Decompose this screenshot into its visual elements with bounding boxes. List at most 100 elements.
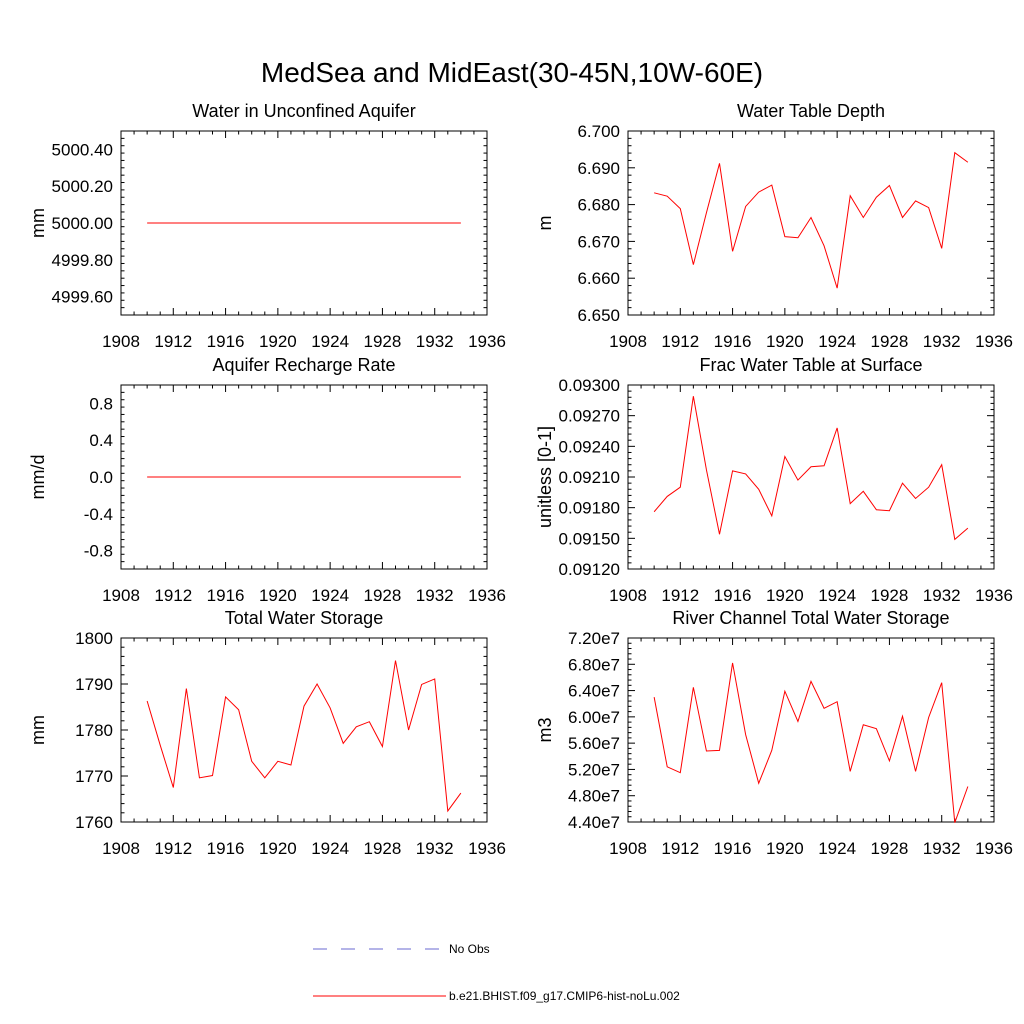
y-tick-label: 1760 xyxy=(75,813,113,832)
panel-6: River Channel Total Water Storage m3 1908 1… xyxy=(535,608,1013,858)
x-tick-label: 1928 xyxy=(871,839,909,858)
x-tick-label: 1912 xyxy=(154,586,192,605)
x-tick-label: 1936 xyxy=(468,839,506,858)
panel-title: River Channel Total Water Storage xyxy=(672,608,949,628)
y-axis-label: m xyxy=(535,216,555,231)
x-tick-label: 1912 xyxy=(154,332,192,351)
panel-1: Water in Unconfined Aquifer mm 1908 1912 191… xyxy=(28,101,506,351)
x-tick-label: 1920 xyxy=(766,332,804,351)
x-tick-label: 1932 xyxy=(416,839,454,858)
y-tick-label: 6.80e7 xyxy=(568,655,620,674)
x-tick-label: 1916 xyxy=(207,586,245,605)
x-tick-label: 1920 xyxy=(259,586,297,605)
x-tick-label: 1916 xyxy=(714,839,752,858)
x-tick-label: 1916 xyxy=(714,586,752,605)
y-tick-label: 6.690 xyxy=(577,159,620,178)
y-axis-label: mm xyxy=(28,715,48,745)
x-tick-label: 1912 xyxy=(661,839,699,858)
panel-title: Frac Water Table at Surface xyxy=(699,355,922,375)
y-tick-label: -0.8 xyxy=(84,542,113,561)
x-tick-label: 1924 xyxy=(818,332,856,351)
x-tick-label: 1924 xyxy=(311,332,349,351)
y-tick-label: 0.4 xyxy=(89,431,113,450)
x-tick-label: 1924 xyxy=(311,839,349,858)
panels-group: Water in Unconfined Aquifer mm 1908 1912 191… xyxy=(28,101,1013,858)
y-tick-label: 6.680 xyxy=(577,196,620,215)
y-tick-label: -0.4 xyxy=(84,505,113,524)
y-tick-label: 0.09270 xyxy=(559,407,620,426)
x-tick-label: 1936 xyxy=(975,586,1013,605)
y-tick-label: 1790 xyxy=(75,675,113,694)
y-tick-label: 6.700 xyxy=(577,122,620,141)
y-tick-label: 0.09240 xyxy=(559,437,620,456)
x-tick-label: 1908 xyxy=(102,332,140,351)
y-tick-label: 0.09120 xyxy=(559,560,620,579)
x-tick-label: 1916 xyxy=(207,332,245,351)
x-tick-label: 1912 xyxy=(661,332,699,351)
y-tick-label: 1770 xyxy=(75,767,113,786)
x-tick-label: 1920 xyxy=(766,586,804,605)
x-tick-label: 1928 xyxy=(364,839,402,858)
panel-4: Frac Water Table at Surface unitless [0-1… xyxy=(535,355,1013,605)
x-tick-label: 1928 xyxy=(871,332,909,351)
y-axis-label: mm xyxy=(28,208,48,238)
panel-5: Total Water Storage mm 1908 1912 1916 1920 192… xyxy=(28,608,506,858)
y-tick-label: 0.8 xyxy=(89,394,113,413)
panel-2: Water Table Depth m 1908 1912 1916 1920 1924 19… xyxy=(535,101,1013,351)
x-tick-label: 1920 xyxy=(766,839,804,858)
y-tick-label: 6.660 xyxy=(577,269,620,288)
x-tick-label: 1932 xyxy=(923,586,961,605)
legend-label-no-obs: No Obs xyxy=(449,942,490,956)
x-tick-label: 1932 xyxy=(416,332,454,351)
y-tick-label: 4999.60 xyxy=(52,288,113,307)
panel-title: Water in Unconfined Aquifer xyxy=(192,101,415,121)
x-tick-label: 1908 xyxy=(609,332,647,351)
y-tick-label: 1780 xyxy=(75,721,113,740)
x-tick-label: 1916 xyxy=(207,839,245,858)
x-tick-label: 1924 xyxy=(818,839,856,858)
panel-3: Aquifer Recharge Rate mm/d 1908 1912 1916 192… xyxy=(28,355,506,605)
series-line xyxy=(653,662,969,823)
x-tick-label: 1932 xyxy=(416,586,454,605)
y-tick-label: 6.670 xyxy=(577,232,620,251)
y-tick-label: 4999.80 xyxy=(52,251,113,270)
x-tick-label: 1924 xyxy=(818,586,856,605)
panel-title: Aquifer Recharge Rate xyxy=(212,355,395,375)
y-tick-label: 5000.20 xyxy=(52,177,113,196)
series-line xyxy=(146,660,462,813)
y-tick-label: 5.60e7 xyxy=(568,734,620,753)
x-tick-label: 1928 xyxy=(364,332,402,351)
x-tick-label: 1924 xyxy=(311,586,349,605)
x-tick-label: 1932 xyxy=(923,839,961,858)
series-line xyxy=(654,151,969,289)
x-tick-label: 1932 xyxy=(923,332,961,351)
panel-title: Water Table Depth xyxy=(737,101,885,121)
y-axis-label: mm/d xyxy=(28,455,48,500)
y-tick-label: 4.80e7 xyxy=(568,787,620,806)
x-tick-label: 1936 xyxy=(468,586,506,605)
plot-frame xyxy=(627,637,995,823)
y-axis-label: m3 xyxy=(535,717,555,742)
x-tick-label: 1916 xyxy=(714,332,752,351)
y-tick-label: 5000.40 xyxy=(52,140,113,159)
x-tick-label: 1908 xyxy=(102,839,140,858)
y-tick-label: 7.20e7 xyxy=(568,629,620,648)
legend-label-model: b.e21.BHIST.f09_g17.CMIP6-hist-noLu.002 xyxy=(449,989,680,1003)
legend: No Obs b.e21.BHIST.f09_g17.CMIP6-hist-no… xyxy=(313,942,680,1003)
figure-title: MedSea and MidEast(30-45N,10W-60E) xyxy=(261,57,763,88)
y-tick-label: 5.20e7 xyxy=(568,760,620,779)
series-line xyxy=(653,396,969,541)
x-tick-label: 1928 xyxy=(871,586,909,605)
y-tick-label: 0.09150 xyxy=(559,529,620,548)
y-tick-label: 6.00e7 xyxy=(568,708,620,727)
plot-frame xyxy=(627,130,995,316)
panel-title: Total Water Storage xyxy=(225,608,383,628)
x-tick-label: 1936 xyxy=(975,332,1013,351)
x-tick-label: 1908 xyxy=(609,839,647,858)
x-tick-label: 1920 xyxy=(259,332,297,351)
y-tick-label: 6.40e7 xyxy=(568,682,620,701)
x-tick-label: 1908 xyxy=(609,586,647,605)
y-tick-label: 6.650 xyxy=(577,306,620,325)
x-tick-label: 1912 xyxy=(661,586,699,605)
x-tick-label: 1912 xyxy=(154,839,192,858)
